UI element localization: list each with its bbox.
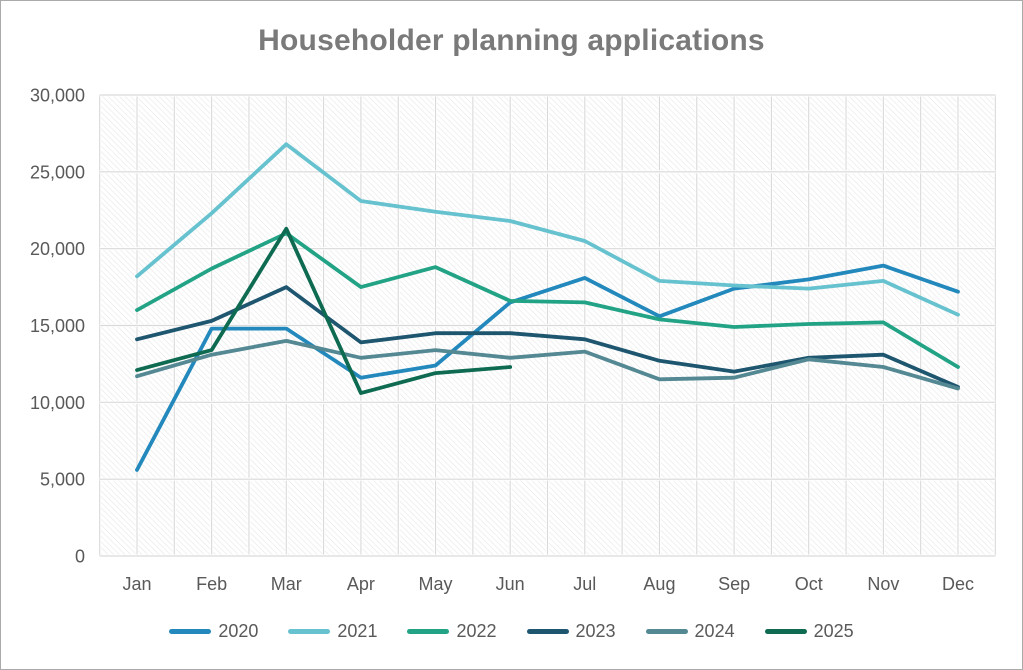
legend-label: 2021 bbox=[337, 621, 378, 641]
y-axis-tick-label: 0 bbox=[75, 547, 85, 567]
legend-item-2021: 2021 bbox=[288, 621, 377, 642]
legend-label: 2022 bbox=[456, 621, 497, 641]
series-line-2022 bbox=[135, 231, 960, 369]
y-axis-tick-label: 25,000 bbox=[30, 162, 85, 182]
legend-label: 2020 bbox=[218, 621, 259, 641]
x-axis-tick-label: Aug bbox=[643, 574, 675, 594]
series-line-2025 bbox=[135, 226, 513, 396]
x-axis-tick-label: Jul bbox=[573, 574, 596, 594]
legend-item-2022: 2022 bbox=[407, 621, 497, 642]
y-axis-tick-label: 5,000 bbox=[40, 470, 85, 490]
legend-swatch-2023 bbox=[526, 629, 569, 634]
legend-swatch-2020 bbox=[169, 629, 212, 634]
x-axis-tick-label: Nov bbox=[867, 574, 899, 594]
x-axis-tick-label: Oct bbox=[795, 574, 823, 594]
legend-label: 2024 bbox=[694, 621, 735, 641]
x-axis-tick-label: May bbox=[419, 574, 453, 594]
legend-swatch-2024 bbox=[645, 629, 688, 634]
x-axis-tick-label: Mar bbox=[271, 574, 302, 594]
x-axis-tick-label: Jun bbox=[496, 574, 525, 594]
legend-swatch-2025 bbox=[764, 629, 807, 634]
legend-label: 2025 bbox=[813, 621, 854, 641]
legend-item-2024: 2024 bbox=[645, 621, 735, 642]
y-axis-tick-label: 10,000 bbox=[30, 393, 85, 413]
y-axis-tick-label: 20,000 bbox=[30, 239, 85, 259]
legend-item-2025: 2025 bbox=[764, 621, 854, 642]
legend-swatch-2022 bbox=[407, 629, 450, 634]
x-axis-tick-label: Dec bbox=[942, 574, 974, 594]
x-axis-tick-label: Jan bbox=[123, 574, 152, 594]
legend-item-2023: 2023 bbox=[526, 621, 616, 642]
y-axis-tick-label: 15,000 bbox=[30, 316, 85, 336]
chart-legend: 2020 2021 2022 2023 2024 2025 bbox=[0, 621, 1023, 642]
chart-title: Householder planning applications bbox=[258, 24, 765, 57]
series-line-2023 bbox=[135, 285, 960, 389]
series-line-2024 bbox=[135, 338, 960, 391]
series-line-2021 bbox=[135, 142, 960, 317]
legend-swatch-2021 bbox=[288, 629, 331, 634]
legend-label: 2023 bbox=[575, 621, 616, 641]
legend-item-2020: 2020 bbox=[169, 621, 258, 642]
series-line-2020 bbox=[135, 263, 960, 472]
x-axis-tick-label: Apr bbox=[347, 574, 375, 594]
x-axis-tick-label: Sep bbox=[718, 574, 750, 594]
x-axis-tick-label: Feb bbox=[196, 574, 227, 594]
y-axis-tick-label: 30,000 bbox=[30, 86, 85, 106]
